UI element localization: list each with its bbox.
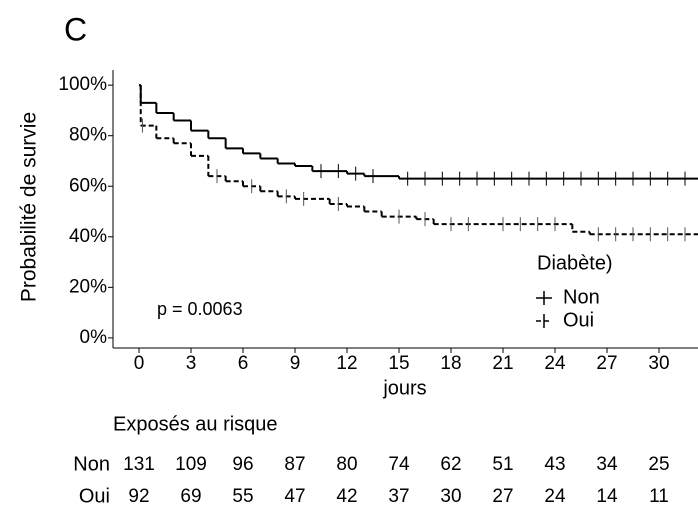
x-tick-label: 6 — [238, 353, 249, 374]
risk-count: 87 — [284, 454, 305, 475]
y-tick-label: 20% — [69, 276, 107, 297]
risk-table-title: Exposés au risque — [113, 413, 278, 435]
y-tick-label: 100% — [58, 74, 107, 95]
risk-count: 92 — [128, 486, 149, 507]
risk-count: 62 — [440, 454, 461, 475]
risk-count: 131 — [123, 454, 155, 475]
legend-label: Oui — [563, 309, 594, 331]
x-tick-label: 24 — [544, 353, 566, 374]
risk-count: 42 — [336, 486, 357, 507]
y-tick-label: 60% — [69, 175, 107, 196]
x-tick-label: 27 — [596, 353, 617, 374]
p-value: p = 0.0063 — [157, 299, 243, 319]
x-tick-label: 18 — [440, 353, 461, 374]
risk-count: 69 — [180, 486, 201, 507]
risk-count: 24 — [544, 486, 566, 507]
legend-label: Non — [563, 286, 600, 308]
y-tick-label: 0% — [80, 327, 108, 348]
y-tick-label: 40% — [69, 226, 107, 247]
risk-count: 43 — [544, 454, 565, 475]
risk-count: 74 — [388, 454, 410, 475]
risk-row-name: Oui — [79, 485, 110, 507]
legend-title: Diabète) — [537, 252, 613, 274]
risk-count: 25 — [648, 454, 669, 475]
risk-count: 27 — [492, 486, 513, 507]
x-tick-label: 21 — [492, 353, 513, 374]
risk-count: 55 — [232, 486, 253, 507]
risk-count: 51 — [492, 454, 513, 475]
x-tick-label: 15 — [388, 353, 409, 374]
risk-count: 37 — [388, 486, 409, 507]
x-tick-label: 3 — [186, 353, 197, 374]
x-axis-label: jours — [382, 377, 426, 399]
panel-label: C — [64, 11, 87, 47]
risk-count: 30 — [440, 486, 461, 507]
x-tick-label: 9 — [290, 353, 301, 374]
x-tick-label: 12 — [336, 353, 357, 374]
risk-count: 14 — [596, 486, 618, 507]
risk-count: 80 — [336, 454, 357, 475]
x-tick-label: 0 — [134, 353, 145, 374]
risk-count: 109 — [175, 454, 207, 475]
risk-count: 34 — [596, 454, 618, 475]
risk-count: 11 — [649, 486, 669, 507]
x-tick-label: 30 — [648, 353, 669, 374]
risk-count: 47 — [284, 486, 305, 507]
y-tick-label: 80% — [69, 125, 107, 146]
y-axis-label: Probabilité de survie — [18, 112, 41, 302]
risk-count: 96 — [232, 454, 253, 475]
risk-row-name: Non — [73, 453, 110, 475]
